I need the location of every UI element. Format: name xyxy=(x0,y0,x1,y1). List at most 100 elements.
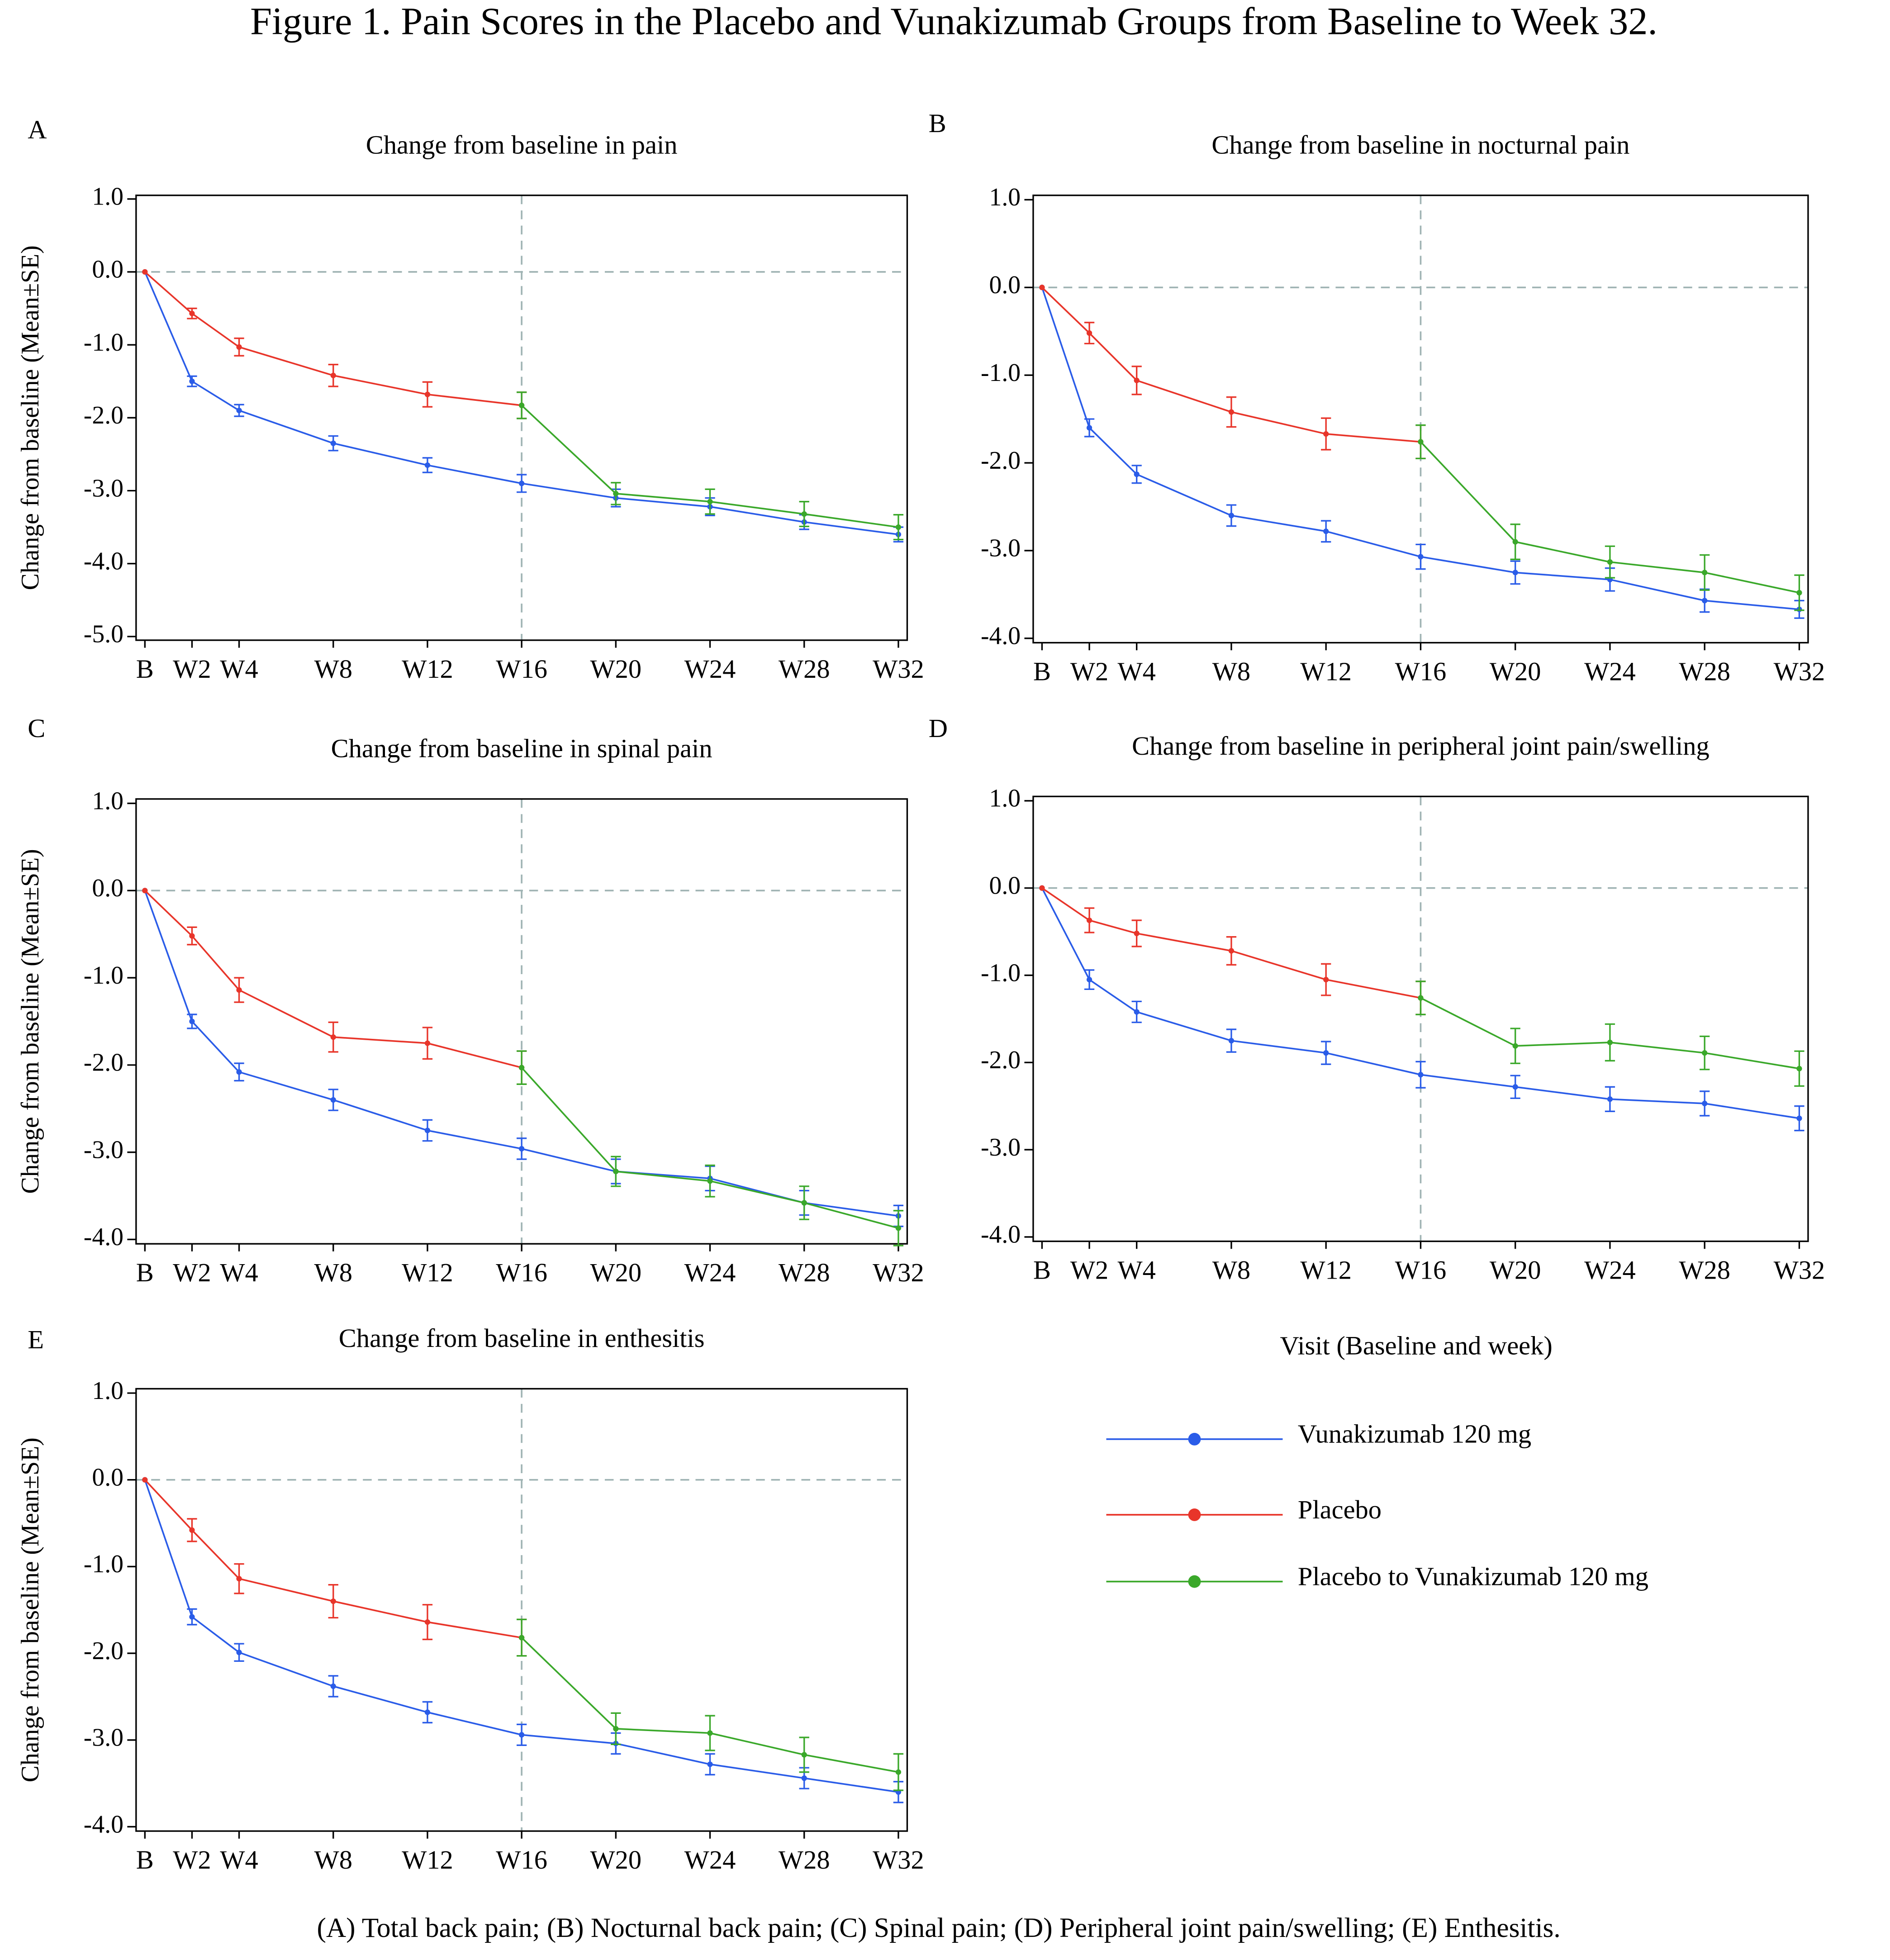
x-tick-label: W12 xyxy=(1300,657,1352,686)
data-point xyxy=(1702,598,1708,604)
y-tick-label: -4.0 xyxy=(84,1223,123,1251)
x-tick-label: W32 xyxy=(1774,657,1825,686)
x-tick-label: W16 xyxy=(1395,1256,1447,1285)
data-point xyxy=(707,1178,713,1184)
y-tick-label: -5.0 xyxy=(84,620,123,648)
chart-title: Change from baseline in pain xyxy=(366,130,678,159)
x-tick-label: W28 xyxy=(779,654,830,684)
data-point xyxy=(1796,1115,1802,1121)
data-point xyxy=(1512,1043,1518,1049)
data-point xyxy=(189,1527,195,1533)
x-tick-label: W32 xyxy=(873,654,924,684)
series-line xyxy=(1041,287,1800,610)
x-tick-label: W24 xyxy=(684,1845,736,1874)
y-tick-label: 1.0 xyxy=(989,183,1021,211)
data-point xyxy=(1228,513,1235,519)
series-line xyxy=(144,890,522,1069)
data-point xyxy=(519,1732,525,1738)
x-tick-label: B xyxy=(136,1845,154,1874)
data-point xyxy=(613,1168,619,1175)
y-tick-label: 0.0 xyxy=(92,874,123,902)
data-point xyxy=(424,391,431,397)
panel-letter: D xyxy=(929,714,948,743)
y-tick-label: -4.0 xyxy=(84,547,123,575)
data-point xyxy=(1607,1039,1613,1046)
data-point xyxy=(1323,977,1329,983)
y-tick-label: 1.0 xyxy=(989,785,1021,813)
y-axis-label: Change from baseline (Mean±SE) xyxy=(16,849,44,1194)
x-tick-label: W32 xyxy=(873,1845,924,1874)
data-point xyxy=(189,1614,195,1620)
data-point xyxy=(1512,539,1518,545)
x-tick-label: W8 xyxy=(314,1258,352,1287)
x-tick-label: W32 xyxy=(1774,1256,1825,1285)
y-tick-label: -2.0 xyxy=(84,401,123,429)
data-point xyxy=(424,1127,431,1133)
data-point xyxy=(1134,377,1140,383)
x-tick-label: W20 xyxy=(1490,657,1541,686)
x-tick-label: B xyxy=(1033,657,1051,686)
y-tick-label: -3.0 xyxy=(84,1136,123,1164)
series-line xyxy=(144,1480,899,1793)
data-point xyxy=(1039,285,1045,290)
x-tick-label: W32 xyxy=(873,1258,924,1287)
y-tick-label: -3.0 xyxy=(981,534,1021,562)
data-point xyxy=(1228,948,1235,954)
data-point xyxy=(330,1034,336,1040)
data-point xyxy=(1086,425,1092,431)
x-tick-label: W8 xyxy=(1212,1256,1250,1285)
chart-title: Change from baseline in spinal pain xyxy=(331,733,712,763)
x-tick-label: W28 xyxy=(1679,657,1730,686)
series-line xyxy=(144,1479,522,1639)
data-point xyxy=(330,372,336,378)
data-point xyxy=(895,524,902,530)
x-tick-label: W2 xyxy=(173,1845,211,1874)
series-line xyxy=(1041,887,1800,1119)
legend-label: Vunakizumab 120 mg xyxy=(1298,1419,1531,1449)
data-point xyxy=(1086,917,1092,923)
data-point xyxy=(801,1752,807,1758)
data-point xyxy=(801,1200,807,1206)
data-point xyxy=(707,499,713,504)
data-point xyxy=(1418,1072,1424,1078)
data-point xyxy=(801,1775,807,1781)
x-tick-label: W28 xyxy=(779,1258,830,1287)
legend-marker xyxy=(1188,1575,1201,1588)
data-point xyxy=(424,1619,431,1625)
data-point xyxy=(519,1065,525,1070)
x-tick-label: W4 xyxy=(1117,657,1155,686)
y-tick-label: -2.0 xyxy=(981,447,1021,475)
y-tick-label: -4.0 xyxy=(981,1221,1021,1249)
data-point xyxy=(142,269,148,275)
data-point xyxy=(895,1769,902,1775)
y-tick-label: -2.0 xyxy=(981,1046,1021,1074)
data-point xyxy=(1512,570,1518,576)
y-tick-label: -2.0 xyxy=(84,1637,123,1665)
data-point xyxy=(519,1146,525,1152)
data-point xyxy=(1512,1084,1518,1090)
x-tick-label: W4 xyxy=(220,1845,258,1874)
series-line xyxy=(144,271,899,536)
data-point xyxy=(1323,1050,1329,1056)
caption: (A) Total back pain; (B) Nocturnal back … xyxy=(317,1912,1560,1943)
figure-title: Figure 1. Pain Scores in the Placebo and… xyxy=(250,0,1657,43)
data-point xyxy=(1418,995,1424,1001)
data-point xyxy=(519,1635,525,1641)
data-point xyxy=(330,1683,336,1689)
x-tick-label: W12 xyxy=(402,1258,453,1287)
x-tick-label: W8 xyxy=(314,1845,352,1874)
x-tick-label: W28 xyxy=(1679,1256,1730,1285)
y-tick-label: 0.0 xyxy=(989,872,1021,900)
x-tick-label: B xyxy=(1033,1256,1051,1285)
data-point xyxy=(613,490,619,497)
x-tick-label: W20 xyxy=(590,1258,641,1287)
x-tick-label: W8 xyxy=(1212,657,1250,686)
data-point xyxy=(1134,1009,1140,1015)
x-tick-label: W24 xyxy=(1584,1256,1636,1285)
x-tick-label: W24 xyxy=(1584,657,1636,686)
data-point xyxy=(1796,1066,1802,1071)
legend-marker xyxy=(1188,1432,1201,1446)
data-point xyxy=(1323,528,1329,534)
x-tick-label: B xyxy=(136,654,154,684)
